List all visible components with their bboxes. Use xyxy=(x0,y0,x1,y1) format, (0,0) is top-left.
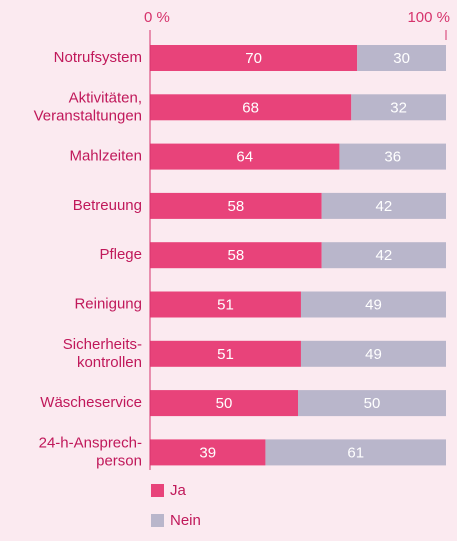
value-label: 36 xyxy=(384,149,401,166)
bar-segment xyxy=(298,390,446,417)
value-label: 51 xyxy=(217,296,234,313)
legend-swatch xyxy=(151,484,164,497)
value-label: 51 xyxy=(217,346,234,363)
bar-segment xyxy=(351,94,446,121)
value-label: 64 xyxy=(236,149,253,166)
bar-segment xyxy=(150,45,358,71)
bar-segment xyxy=(300,291,446,318)
value-label: 58 xyxy=(227,247,244,264)
category-label: Sicherheits-kontrollen xyxy=(63,336,142,371)
category-label: Mahlzeiten xyxy=(69,148,142,165)
legend-label: Nein xyxy=(170,512,201,529)
legend-swatch xyxy=(151,514,164,527)
value-label: 49 xyxy=(365,346,382,363)
value-label: 70 xyxy=(245,50,262,67)
bar-segment xyxy=(357,45,446,71)
value-label: 58 xyxy=(227,198,244,215)
bar-segment xyxy=(150,143,340,170)
value-label: 68 xyxy=(242,99,259,116)
bar-segment xyxy=(150,340,301,367)
bar-segment xyxy=(150,192,322,219)
value-label: 50 xyxy=(364,395,381,412)
x-tick-label: 100 % xyxy=(407,9,450,26)
bar-segment xyxy=(339,143,446,170)
value-label: 50 xyxy=(216,395,233,412)
category-label: Betreuung xyxy=(73,197,142,214)
bar-segment xyxy=(300,340,446,367)
value-label: 61 xyxy=(347,444,364,461)
value-label: 39 xyxy=(199,444,216,461)
category-label: Reinigung xyxy=(74,295,142,312)
bar-segment xyxy=(265,439,446,466)
value-label: 32 xyxy=(390,99,407,116)
category-label: Pflege xyxy=(99,246,142,263)
category-label: Notrufsystem xyxy=(54,49,142,66)
value-label: 30 xyxy=(393,50,410,67)
bar-segment xyxy=(321,242,446,269)
legend-label: Ja xyxy=(170,482,187,499)
category-label: 24-h-Ansprech-person xyxy=(39,434,142,469)
bar-segment xyxy=(150,94,352,121)
bar-segment xyxy=(321,192,446,219)
value-label: 42 xyxy=(375,247,392,264)
x-tick-label: 0 % xyxy=(144,9,170,26)
bar-segment xyxy=(150,291,301,318)
value-label: 42 xyxy=(375,198,392,215)
value-label: 49 xyxy=(365,296,382,313)
bar-segment xyxy=(150,439,266,466)
bar-segment xyxy=(150,390,298,417)
bar-segment xyxy=(150,242,322,269)
category-label: Aktivitäten, Veranstaltungen xyxy=(34,89,142,124)
category-label: Wäscheservice xyxy=(40,394,142,411)
